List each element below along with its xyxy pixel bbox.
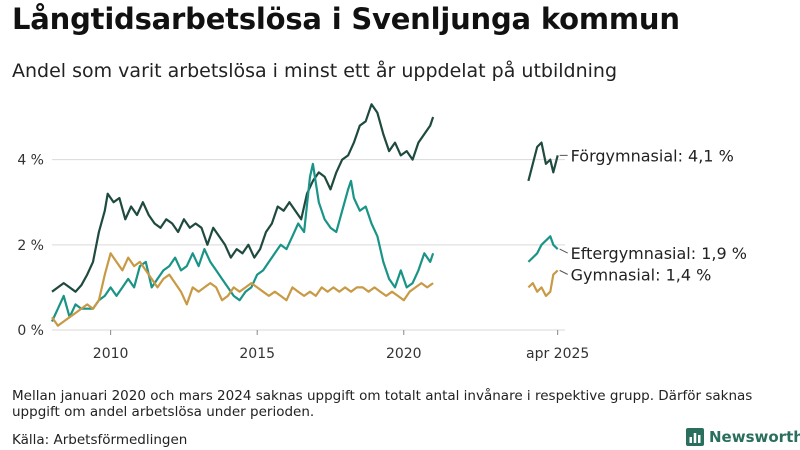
brand-name: Newsworthy [709, 428, 800, 446]
series-line-förgymnasial [51, 103, 435, 293]
y-tick-label: 0 % [17, 323, 44, 339]
series-line-gymnasial [527, 269, 559, 297]
series-line-eftergymnasial [527, 235, 559, 263]
source-note: Källa: Arbetsförmedlingen [12, 432, 188, 448]
series-end-label: Gymnasial: 1,4 % [571, 265, 712, 284]
x-tick-label: apr 2025 [526, 346, 589, 362]
bar-chart-logo-icon [686, 428, 704, 446]
series-line-förgymnasial [527, 141, 559, 182]
y-tick-label: 2 % [17, 238, 44, 254]
y-tick-label: 4 % [17, 153, 44, 169]
footnote: Mellan januari 2020 och mars 2024 saknas… [12, 388, 753, 420]
brand-logo: Newsworthy [686, 428, 800, 446]
line-chart: 0 % 2 % 4 % 2010 2015 2020 apr 2025 Förgymnasia… [17, 103, 747, 362]
end-label-connector [559, 269, 568, 275]
chart-title: Långtidsarbetslösa i Svenljunga kommun [12, 2, 680, 36]
series-end-label: Förgymnasial: 4,1 % [571, 146, 734, 165]
x-tick-label: 2020 [386, 346, 422, 362]
series-line-eftergymnasial [51, 162, 435, 322]
series-line-gymnasial [51, 252, 434, 327]
x-tick-label: 2010 [93, 346, 129, 362]
end-label-connector [559, 248, 568, 254]
series-end-label: Eftergymnasial: 1,9 % [571, 244, 747, 263]
chart-subtitle: Andel som varit arbetslösa i minst ett å… [12, 60, 618, 82]
x-tick-label: 2015 [239, 346, 275, 362]
